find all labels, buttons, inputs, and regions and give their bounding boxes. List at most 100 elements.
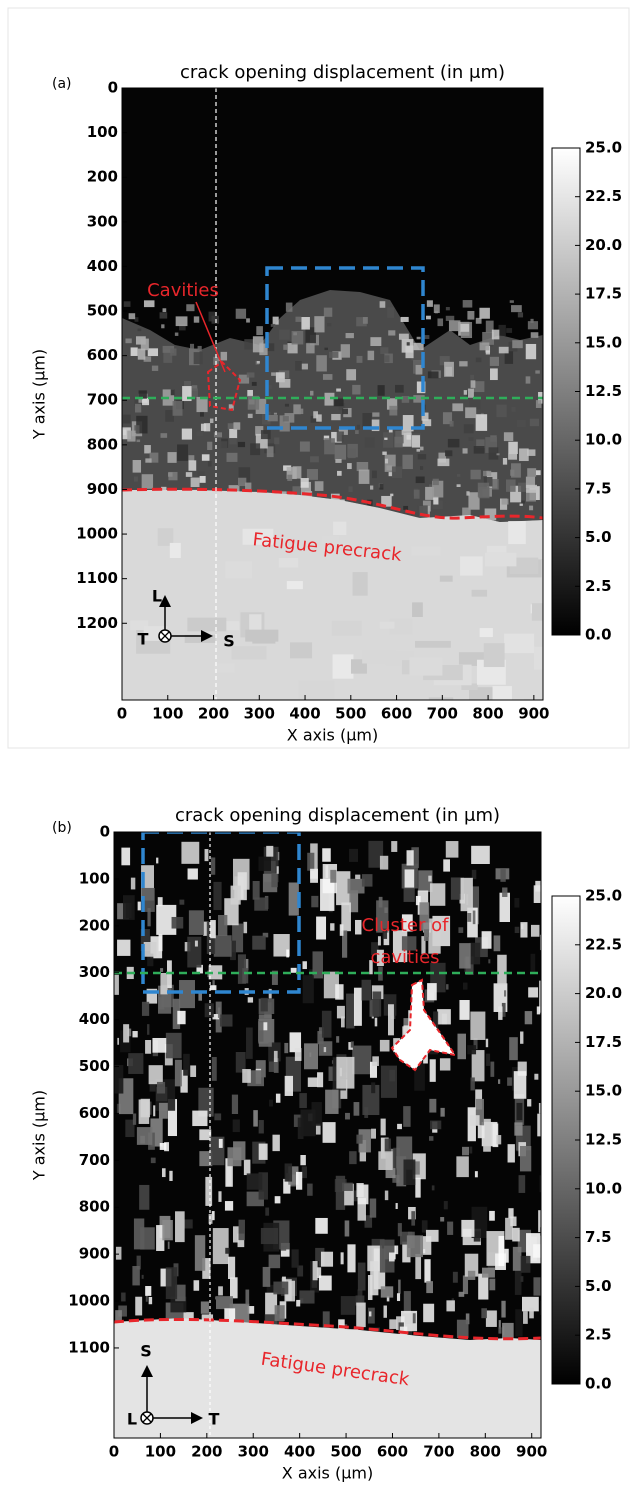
x-axis-label: X axis (μm) xyxy=(282,1464,373,1483)
image-texture xyxy=(188,455,195,462)
image-texture xyxy=(539,934,541,951)
image-texture xyxy=(396,1156,407,1187)
image-texture xyxy=(183,1053,190,1076)
image-texture xyxy=(411,349,423,361)
image-texture xyxy=(311,1102,322,1126)
image-texture xyxy=(368,1311,372,1317)
image-texture xyxy=(401,428,412,435)
image-texture xyxy=(513,1071,527,1099)
image-texture xyxy=(417,454,427,460)
image-texture xyxy=(211,1211,215,1221)
image-texture xyxy=(187,868,198,880)
image-texture xyxy=(301,1166,307,1179)
image-texture xyxy=(379,855,389,870)
image-texture xyxy=(445,841,459,858)
image-texture xyxy=(438,452,447,463)
image-texture xyxy=(291,1249,299,1268)
image-texture xyxy=(533,885,541,903)
image-texture xyxy=(179,980,195,1009)
image-texture xyxy=(466,491,470,496)
image-texture xyxy=(190,1065,197,1077)
image-texture xyxy=(406,850,414,866)
image-texture xyxy=(400,316,409,322)
y-tick-label: 600 xyxy=(79,1104,110,1122)
image-texture xyxy=(371,419,380,432)
image-texture xyxy=(280,1246,287,1251)
image-texture xyxy=(401,936,417,951)
image-texture xyxy=(416,336,421,340)
image-texture xyxy=(539,1175,541,1193)
image-texture xyxy=(338,402,346,411)
image-texture xyxy=(332,654,354,679)
image-texture xyxy=(529,505,534,511)
image-texture xyxy=(237,441,246,448)
image-texture xyxy=(395,1203,398,1210)
colorbar-tick-label: 20.0 xyxy=(585,984,622,1002)
image-texture xyxy=(315,1217,328,1234)
image-texture xyxy=(489,1278,496,1291)
image-texture xyxy=(122,427,131,440)
image-texture xyxy=(372,991,382,1017)
image-texture xyxy=(167,1099,178,1137)
image-texture xyxy=(389,618,413,635)
image-texture xyxy=(193,1280,200,1291)
image-texture xyxy=(218,915,228,937)
image-texture xyxy=(212,1014,220,1020)
x-tick-label: 900 xyxy=(516,1443,547,1461)
image-texture xyxy=(412,602,423,618)
image-texture xyxy=(123,414,131,424)
image-texture xyxy=(145,1295,148,1302)
image-texture xyxy=(292,466,302,479)
image-texture xyxy=(196,431,204,437)
image-texture xyxy=(336,871,351,906)
image-texture xyxy=(300,1109,316,1137)
orientation-label: L xyxy=(152,587,162,606)
image-texture xyxy=(190,477,200,488)
image-texture xyxy=(297,1265,304,1277)
image-texture xyxy=(541,559,543,582)
y-tick-label: 0 xyxy=(108,79,118,97)
image-texture xyxy=(392,1174,400,1183)
image-texture xyxy=(143,300,155,308)
image-texture xyxy=(342,408,348,415)
image-texture xyxy=(477,482,490,497)
image-texture xyxy=(380,1286,394,1298)
image-texture xyxy=(390,493,394,497)
image-texture xyxy=(157,897,163,907)
image-texture xyxy=(433,1011,439,1035)
image-texture xyxy=(388,427,393,433)
image-texture xyxy=(278,557,299,568)
image-texture xyxy=(342,1182,353,1191)
image-texture xyxy=(148,1297,153,1305)
y-tick-label: 900 xyxy=(79,1245,110,1263)
image-texture xyxy=(468,437,474,441)
image-texture xyxy=(445,307,450,311)
image-texture xyxy=(212,1228,229,1265)
image-texture xyxy=(386,465,393,471)
image-texture xyxy=(167,452,177,463)
image-texture xyxy=(370,337,382,347)
image-texture xyxy=(458,1291,465,1297)
image-texture xyxy=(382,928,388,939)
image-texture xyxy=(355,1295,365,1306)
image-texture xyxy=(290,382,298,394)
image-texture xyxy=(439,356,450,366)
image-texture xyxy=(460,556,483,576)
image-texture xyxy=(188,388,198,399)
image-texture xyxy=(536,1006,541,1015)
colorbar-tick-label: 0.0 xyxy=(585,626,612,644)
image-texture xyxy=(230,940,236,961)
image-texture xyxy=(152,1037,167,1053)
image-texture xyxy=(137,328,142,332)
image-texture xyxy=(489,356,500,366)
image-texture xyxy=(504,1248,509,1263)
image-texture xyxy=(473,381,485,393)
image-texture xyxy=(475,317,482,324)
x-tick-label: 300 xyxy=(238,1443,269,1461)
image-texture xyxy=(388,472,393,477)
image-texture xyxy=(300,363,308,370)
image-texture xyxy=(324,392,335,406)
image-texture xyxy=(429,883,446,906)
image-texture xyxy=(492,479,499,490)
image-texture xyxy=(196,396,208,413)
